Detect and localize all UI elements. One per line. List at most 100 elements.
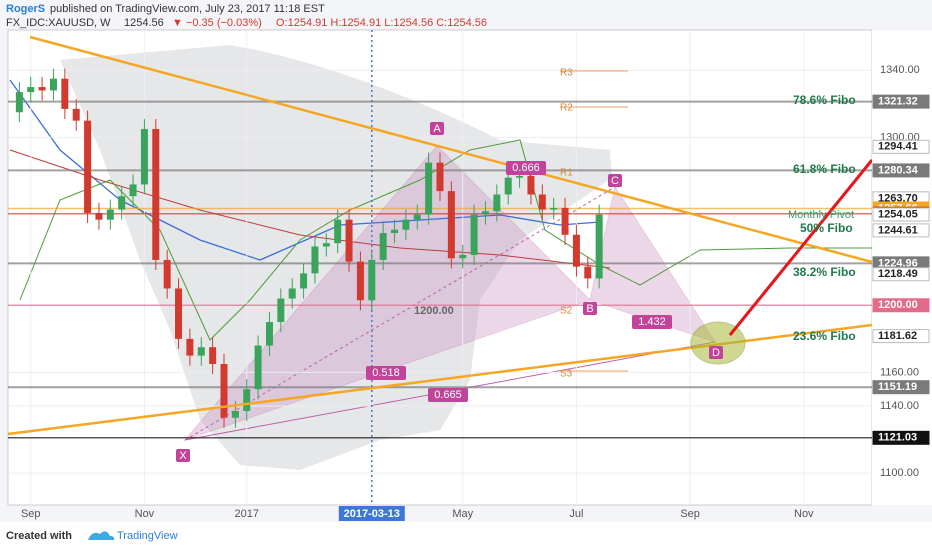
point-b: B	[586, 303, 593, 315]
pivot-r3: R3	[560, 68, 573, 79]
candle-body	[118, 196, 126, 210]
change: ▼ −0.35 (−0.03%)	[172, 17, 262, 29]
badge-bg	[709, 346, 723, 359]
level-tag	[872, 267, 930, 282]
pivot-r2: R2	[560, 103, 573, 114]
point-d: D	[712, 347, 720, 359]
candle-body	[27, 87, 35, 93]
candle-body	[572, 234, 580, 267]
ratio: 0.518	[372, 367, 400, 379]
symbol: FX_IDC:XAUUSD, W	[6, 17, 111, 29]
footer-created: Created with	[6, 530, 72, 542]
candle-body	[561, 207, 569, 235]
ratio: 0.665	[434, 389, 462, 401]
x-tick-label: Nov	[794, 508, 814, 520]
pivot-r1: R1	[560, 168, 573, 179]
badge-bg	[583, 302, 597, 315]
candle-body	[322, 243, 330, 247]
fib-label: 78.6% Fibo	[793, 93, 856, 107]
ratio: 0.666	[512, 162, 540, 174]
candle-body	[413, 214, 421, 220]
level-tag	[872, 163, 930, 178]
candle-body	[527, 176, 535, 195]
point-c: C	[611, 175, 619, 187]
trend-line-upper	[29, 35, 873, 264]
y-tick-label: 1140.00	[880, 400, 919, 412]
badge-bg	[430, 122, 444, 135]
candle-body	[277, 298, 285, 323]
candle-body	[379, 233, 387, 260]
fib-label: 23.6% Fibo	[793, 329, 856, 343]
candle-body	[95, 212, 103, 220]
candle-body	[311, 246, 319, 274]
candle-body	[140, 129, 148, 185]
x-tick-label: Jul	[569, 508, 583, 520]
candle-body	[550, 207, 558, 210]
level-tag-label: 1218.49	[878, 268, 918, 280]
candle-body	[243, 389, 251, 412]
marks	[15, 68, 603, 428]
x-tick-label: 2017	[234, 508, 258, 520]
candle-body	[175, 288, 183, 339]
candle-body	[470, 214, 478, 255]
y-tick-label: 1100.00	[880, 467, 919, 479]
badge-bg	[506, 161, 546, 175]
candle-body	[368, 259, 376, 301]
candle-body	[197, 347, 205, 356]
level-tag-label: 1151.19	[878, 381, 917, 393]
level-tag-label: 1181.62	[878, 330, 917, 342]
level-tag-label: 1254.05	[878, 208, 918, 220]
candle-body	[15, 92, 23, 113]
level-tag	[872, 207, 930, 222]
candle-body	[493, 194, 501, 212]
level-tag	[872, 94, 930, 109]
level-label: 1200.00	[414, 305, 454, 317]
level-tag-label: 1244.61	[878, 224, 918, 236]
logo	[88, 531, 115, 540]
fib-label: 61.8% Fibo	[793, 162, 856, 176]
candle-body	[84, 120, 92, 213]
x-tick-label: Sep	[680, 508, 700, 520]
candle-body	[459, 254, 467, 259]
level-tag	[872, 298, 930, 313]
x-tick-label: May	[452, 508, 473, 520]
candle-body	[538, 194, 546, 210]
candle-body	[595, 214, 603, 279]
badges: A B C D X 0.666 1.432 0.518 0.665	[176, 122, 723, 462]
level-tag-label: 1121.03	[878, 432, 917, 444]
candle-body	[106, 209, 114, 220]
level-tag	[872, 380, 930, 395]
candle-body	[186, 338, 194, 356]
candle-body	[356, 261, 364, 301]
candle-body	[584, 266, 592, 279]
ichimoku-cloud	[60, 45, 612, 470]
badge-bg	[428, 388, 468, 402]
y-tick-label: 1160.00	[880, 366, 919, 378]
candle-body	[72, 108, 80, 121]
candle-body	[504, 177, 512, 195]
candle-body	[163, 259, 171, 289]
candle-body	[425, 162, 433, 215]
footer-bar	[0, 522, 932, 550]
quote: O:1254.91 H:1254.91 L:1254.56 C:1254.56	[276, 17, 487, 29]
fib-label: 38.2% Fibo	[793, 265, 856, 279]
author[interactable]: RogerS	[6, 3, 45, 15]
candle-body	[300, 273, 308, 289]
harmonic-xc	[184, 186, 616, 441]
level-tag-label: 1280.34	[878, 164, 919, 176]
level-tag-label: 1200.00	[878, 299, 918, 311]
footer-brand[interactable]: TradingView	[117, 530, 178, 542]
projection-arrow	[728, 159, 874, 336]
y-tick-label: 1340.00	[880, 64, 920, 76]
candle-body	[152, 129, 160, 260]
candle-body	[61, 78, 69, 109]
level-tag-label: 1294.41	[878, 141, 918, 153]
candle-body	[334, 219, 342, 244]
x-tick-label: 2017-03-13	[344, 508, 400, 520]
pivot-s3: S3	[560, 369, 573, 380]
level-tag-label: 1321.32	[878, 96, 918, 108]
overlays	[8, 30, 872, 505]
